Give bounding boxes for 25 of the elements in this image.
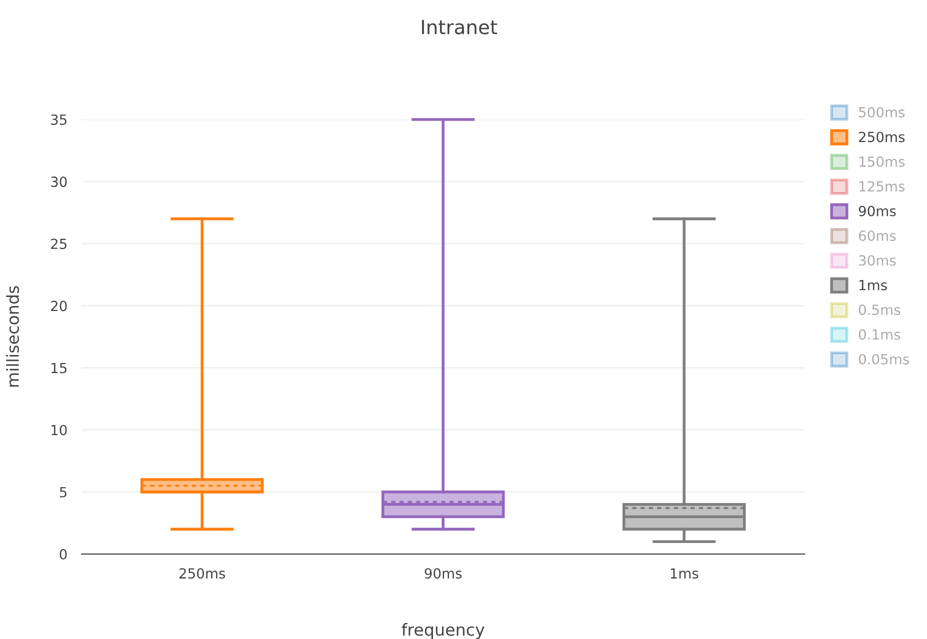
legend-label: 1ms	[860, 280, 887, 290]
x-tick-label: 250ms	[179, 568, 226, 579]
y-tick-label: 20	[51, 300, 67, 312]
x-tick-label: 1ms	[670, 568, 698, 579]
y-tick-label: 30	[51, 176, 67, 188]
y-tick-label: 10	[52, 424, 67, 436]
y-tick-label: 0	[60, 548, 67, 560]
x-axis-title: frequency	[402, 623, 484, 639]
y-tick-label: 15	[52, 362, 66, 374]
y-tick-label: 5	[60, 487, 66, 498]
legend-label: 60ms	[858, 230, 896, 241]
legend-label: 125ms	[860, 181, 905, 192]
legend-label: 500ms	[859, 107, 905, 118]
legend-label: 150ms	[860, 156, 905, 167]
legend-label: 0.1ms	[858, 329, 900, 340]
legend-label: 30ms	[859, 255, 896, 266]
y-axis-title: milliseconds	[6, 286, 20, 387]
legend-label: 90ms	[858, 206, 896, 216]
y-tick-label: 25	[51, 238, 66, 250]
legend-label: 0.5ms	[858, 304, 900, 316]
x-tick-label: 90ms	[424, 568, 462, 579]
legend-label: 250ms	[859, 132, 905, 142]
legend-label: 0.05ms	[858, 354, 909, 364]
y-tick-label: 35	[51, 114, 66, 125]
chart-title: Intranet	[422, 20, 498, 34]
